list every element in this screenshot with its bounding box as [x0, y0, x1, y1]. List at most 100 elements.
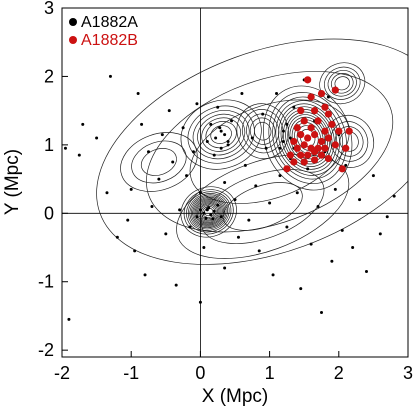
point-a1882b [304, 151, 312, 159]
legend-marker-a1882a [69, 18, 77, 26]
point-a1882b [314, 117, 322, 125]
point-a1882a [306, 167, 310, 171]
point-a1882a [115, 235, 119, 239]
point-a1882b [310, 156, 319, 164]
point-a1882a [243, 163, 247, 167]
point-a1882a [230, 119, 234, 123]
point-a1882a [126, 218, 130, 222]
x-tick-label: 1 [265, 363, 275, 383]
point-a1882a [299, 287, 303, 291]
point-a1882a [340, 228, 344, 232]
point-a1882b [338, 165, 346, 173]
point-a1882a [185, 174, 189, 178]
point-a1882a [216, 105, 220, 109]
point-a1882a [226, 139, 230, 143]
plot-frame [61, 7, 409, 358]
point-a1882a [309, 242, 313, 246]
density-contours [96, 38, 408, 265]
point-a1882a [108, 74, 112, 78]
legend-marker-a1882b [69, 36, 77, 44]
point-a1882a [254, 184, 258, 188]
contour-line [192, 196, 226, 227]
contour-line [189, 99, 350, 204]
point-a1882b [317, 137, 326, 146]
point-a1882a [378, 232, 382, 236]
point-a1882a [209, 213, 213, 217]
point-a1882a [212, 209, 216, 213]
point-a1882a [236, 235, 240, 239]
point-a1882a [371, 174, 375, 178]
point-a1882b [290, 158, 298, 166]
point-a1882a [285, 122, 289, 126]
legend-label-a1882a: A1882A [81, 14, 138, 31]
point-a1882a [275, 92, 279, 96]
point-a1882b [300, 141, 308, 149]
point-a1882a [191, 150, 195, 154]
contour-line [241, 109, 284, 154]
y-tick-label: 3 [44, 0, 54, 18]
point-a1882a [288, 136, 292, 140]
point-a1882a [330, 259, 334, 263]
point-a1882b [321, 127, 329, 135]
point-a1882a [326, 95, 330, 99]
point-a1882a [198, 300, 202, 304]
point-a1882a [285, 225, 289, 229]
contour-line [193, 198, 224, 226]
point-a1882a [223, 133, 227, 137]
point-a1882a [226, 143, 230, 147]
point-a1882b [297, 107, 305, 115]
y-tick-label: 0 [44, 203, 54, 223]
contour-line [272, 96, 343, 180]
point-a1882b [317, 151, 326, 159]
point-a1882a [257, 249, 261, 253]
contour-line [176, 154, 350, 259]
point-a1882b [293, 124, 301, 132]
point-a1882a [181, 126, 185, 130]
point-a1882a [320, 311, 323, 315]
point-a1882a [281, 139, 285, 143]
point-a1882b [335, 127, 343, 135]
point-a1882a [351, 246, 355, 250]
point-a1882b [324, 134, 333, 142]
point-a1882a [150, 204, 154, 208]
data-points [63, 74, 396, 321]
contour-line [253, 121, 272, 141]
point-a1882b [304, 76, 312, 84]
contour-line [200, 169, 325, 244]
point-a1882a [140, 122, 144, 126]
point-a1882a [214, 136, 218, 140]
point-a1882b [310, 148, 319, 156]
point-a1882b [307, 124, 315, 132]
point-a1882a [364, 269, 368, 273]
contour-line [330, 121, 369, 162]
contour-line [187, 105, 255, 164]
point-a1882b [290, 137, 298, 146]
contour-line [210, 125, 232, 144]
point-a1882a [333, 187, 337, 191]
contour-line [334, 76, 350, 91]
y-axis-label: Y (Mpc) [2, 149, 23, 215]
point-a1882b [324, 110, 333, 118]
legend: A1882A A1882B [69, 14, 138, 49]
contour-line [198, 202, 220, 222]
point-a1882a [278, 174, 282, 178]
point-a1882a [198, 208, 202, 212]
point-a1882a [211, 217, 215, 221]
point-a1882b [304, 134, 312, 142]
point-a1882b [331, 141, 339, 149]
point-a1882a [219, 129, 223, 133]
x-tick-label: -2 [54, 363, 70, 383]
point-a1882a [218, 126, 222, 130]
point-a1882a [204, 216, 208, 220]
y-tick-label: -2 [38, 340, 54, 360]
point-a1882a [219, 146, 223, 150]
point-a1882b [297, 130, 305, 139]
y-tick-label: -1 [38, 272, 54, 292]
point-a1882a [392, 194, 396, 198]
point-a1882a [143, 273, 147, 277]
contour-line [205, 121, 237, 149]
x-tick-label: 2 [334, 363, 344, 383]
contour-line [327, 70, 357, 97]
point-a1882a [205, 139, 209, 143]
